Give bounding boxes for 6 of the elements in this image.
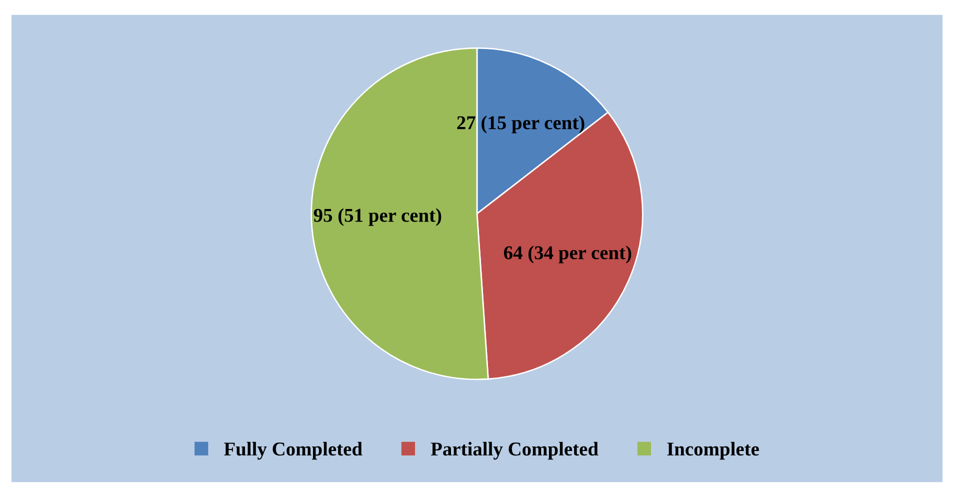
legend-label: Partially Completed	[430, 442, 598, 460]
data-label: 95 (51 per cent)	[314, 208, 442, 226]
legend-label: Incomplete	[667, 442, 759, 460]
data-label: 27 (15 per cent)	[457, 116, 584, 134]
data-label: 64 (34 per cent)	[504, 246, 632, 264]
legend-label: Fully Completed	[224, 442, 362, 460]
